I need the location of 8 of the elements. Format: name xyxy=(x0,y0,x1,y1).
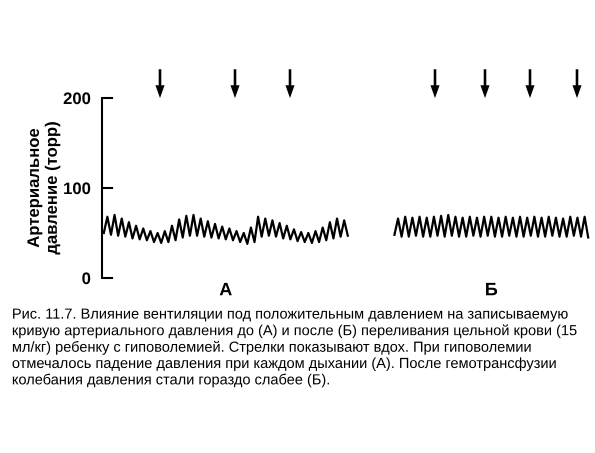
y-tick-label: 200 xyxy=(64,92,90,104)
y-tick-label: 0 xyxy=(82,272,90,284)
line-series xyxy=(393,214,590,239)
text: А xyxy=(220,282,232,296)
y-tick-label: 100 xyxy=(64,182,90,194)
y-axis-title: Артериальное давление (торр) xyxy=(27,122,60,255)
text: Б xyxy=(486,282,498,296)
text: Рис. 11.7. Влияние вентиляции под положительным давлением на записываемую кривую артериального давления до (А) и после (Б) переливания цельной крови (15 мл/кг) ребенку с гиповолемией. Стрелки показывают вдох. При гиповолемии отмечалось падение давления при каждом дыхании (А). После гемотрансфузии колебания давления стали гораздо слабее (Б). xyxy=(12,308,577,388)
